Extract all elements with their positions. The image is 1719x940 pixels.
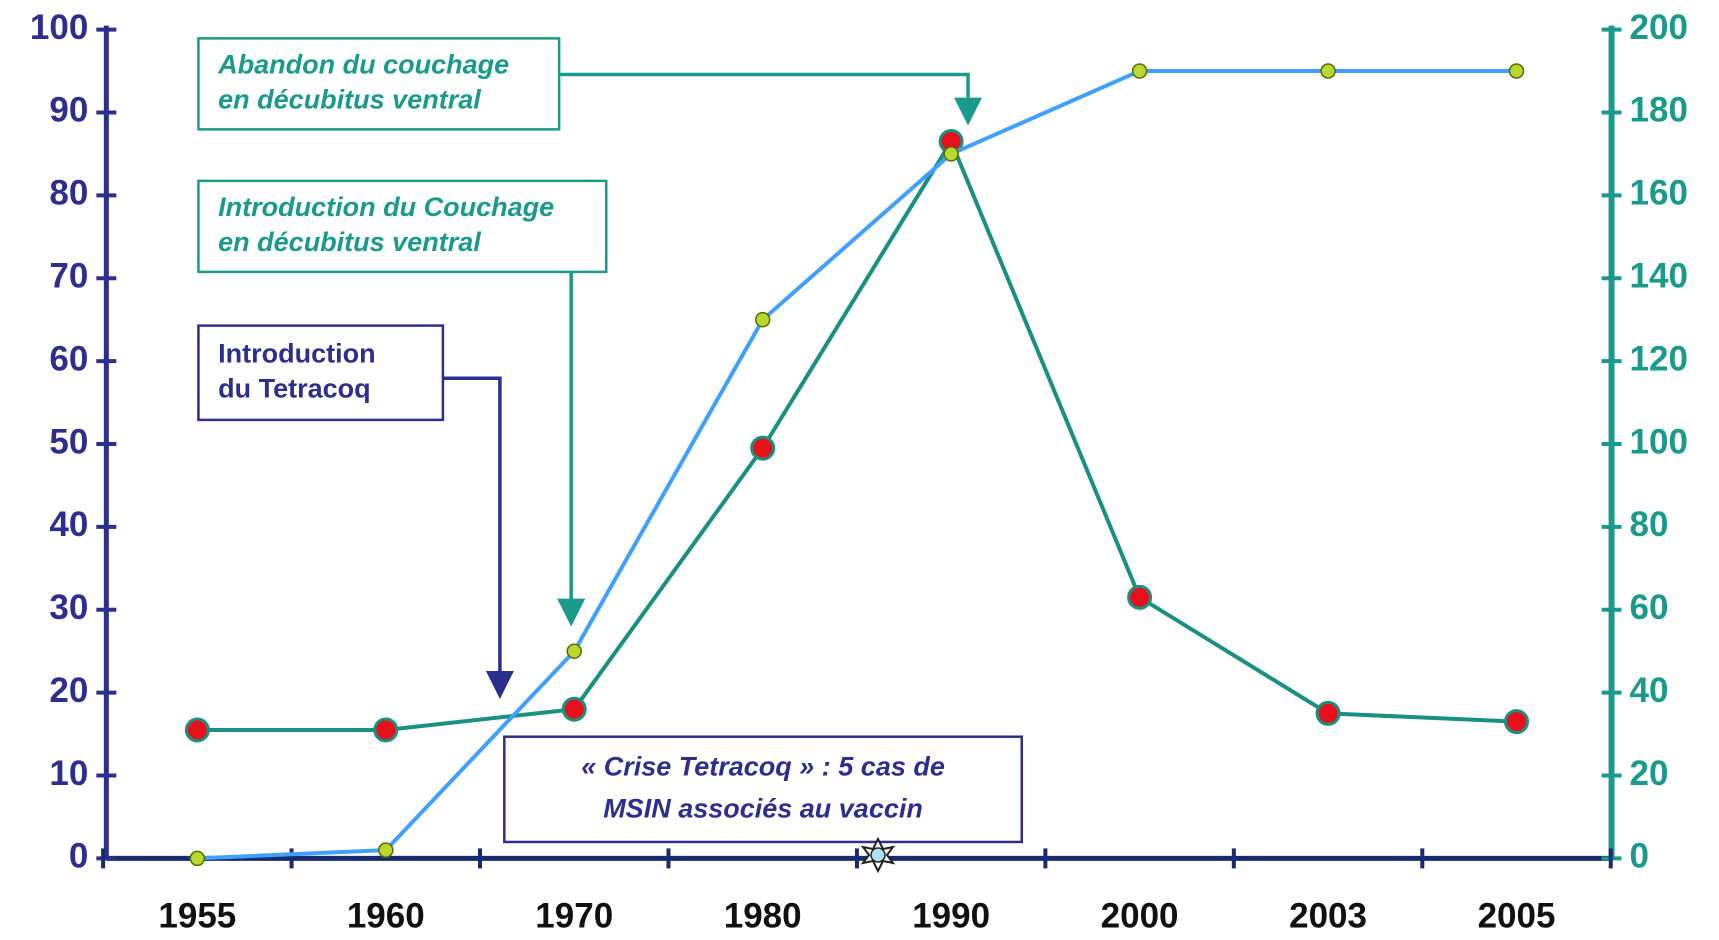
y-tick-label: 30	[49, 588, 88, 627]
y2-tick-label: 160	[1630, 174, 1688, 213]
y-tick-label: 60	[49, 339, 88, 378]
data-point	[561, 696, 587, 722]
annotation-text: MSIN associés au vaccin	[603, 793, 923, 823]
y2-tick-label: 60	[1630, 588, 1669, 627]
series-line	[197, 137, 1517, 732]
y-tick-label: 10	[49, 754, 88, 793]
y2-tick-label: 120	[1630, 339, 1688, 378]
y2-tick-label: 0	[1630, 837, 1649, 876]
data-point	[566, 643, 582, 659]
y-tick-label: 90	[49, 91, 88, 130]
x-tick-label: 1970	[535, 896, 613, 935]
y2-tick-label: 180	[1630, 91, 1688, 130]
annotation-text: Introduction	[218, 338, 375, 368]
star-marker	[860, 836, 896, 874]
y-tick-label: 50	[49, 422, 88, 461]
y2-tick-label: 20	[1630, 754, 1669, 793]
y2-tick-label: 40	[1630, 671, 1669, 710]
star-center	[870, 847, 886, 863]
y2-tick-label: 200	[1630, 8, 1688, 47]
x-tick-label: 1980	[724, 896, 802, 935]
annotation-text: du Tetracoq	[218, 373, 371, 403]
data-point	[1320, 63, 1336, 79]
data-point	[754, 311, 771, 328]
y-tick-label: 40	[49, 505, 88, 544]
data-point	[184, 717, 210, 743]
x-tick-label: 1990	[912, 896, 990, 935]
annotation-text: en décubitus ventral	[218, 227, 481, 257]
y2-tick-label: 100	[1630, 422, 1688, 461]
x-tick-label: 2003	[1289, 896, 1367, 935]
y2-tick-label: 140	[1630, 256, 1688, 295]
annotation-arrow	[559, 72, 983, 126]
data-point	[1127, 584, 1153, 610]
y-tick-label: 100	[30, 8, 88, 47]
series-line	[197, 69, 1517, 861]
annotation-arrow	[442, 376, 514, 699]
annotation-box	[197, 37, 561, 131]
annotation-text: Introduction du Couchage	[218, 192, 554, 222]
x-tick-label: 1955	[158, 896, 236, 935]
y-tick-label: 20	[49, 671, 88, 710]
y-tick-label: 0	[69, 837, 88, 876]
data-point	[943, 146, 959, 162]
y-tick-label: 80	[49, 174, 88, 213]
data-point	[1504, 709, 1530, 735]
annotation-text: Abandon du couchage	[217, 49, 509, 79]
annotation-box	[197, 324, 445, 422]
data-point	[1508, 63, 1525, 79]
annotation-text: en décubitus ventral	[218, 85, 481, 115]
data-point	[378, 842, 394, 858]
data-point	[373, 717, 399, 743]
annotation-box	[197, 179, 608, 274]
y-tick-label: 70	[49, 256, 88, 295]
x-tick-label: 2005	[1478, 896, 1556, 935]
x-tick-label: 2000	[1101, 896, 1179, 935]
data-point	[189, 850, 206, 867]
x-tick-label: 1960	[347, 896, 425, 935]
y2-tick-label: 80	[1630, 505, 1669, 544]
data-point	[1131, 63, 1148, 79]
annotation-box	[503, 735, 1024, 844]
data-point	[1315, 700, 1341, 726]
data-point	[750, 435, 776, 461]
annotation-text: « Crise Tetracoq » : 5 cas de	[581, 752, 945, 782]
